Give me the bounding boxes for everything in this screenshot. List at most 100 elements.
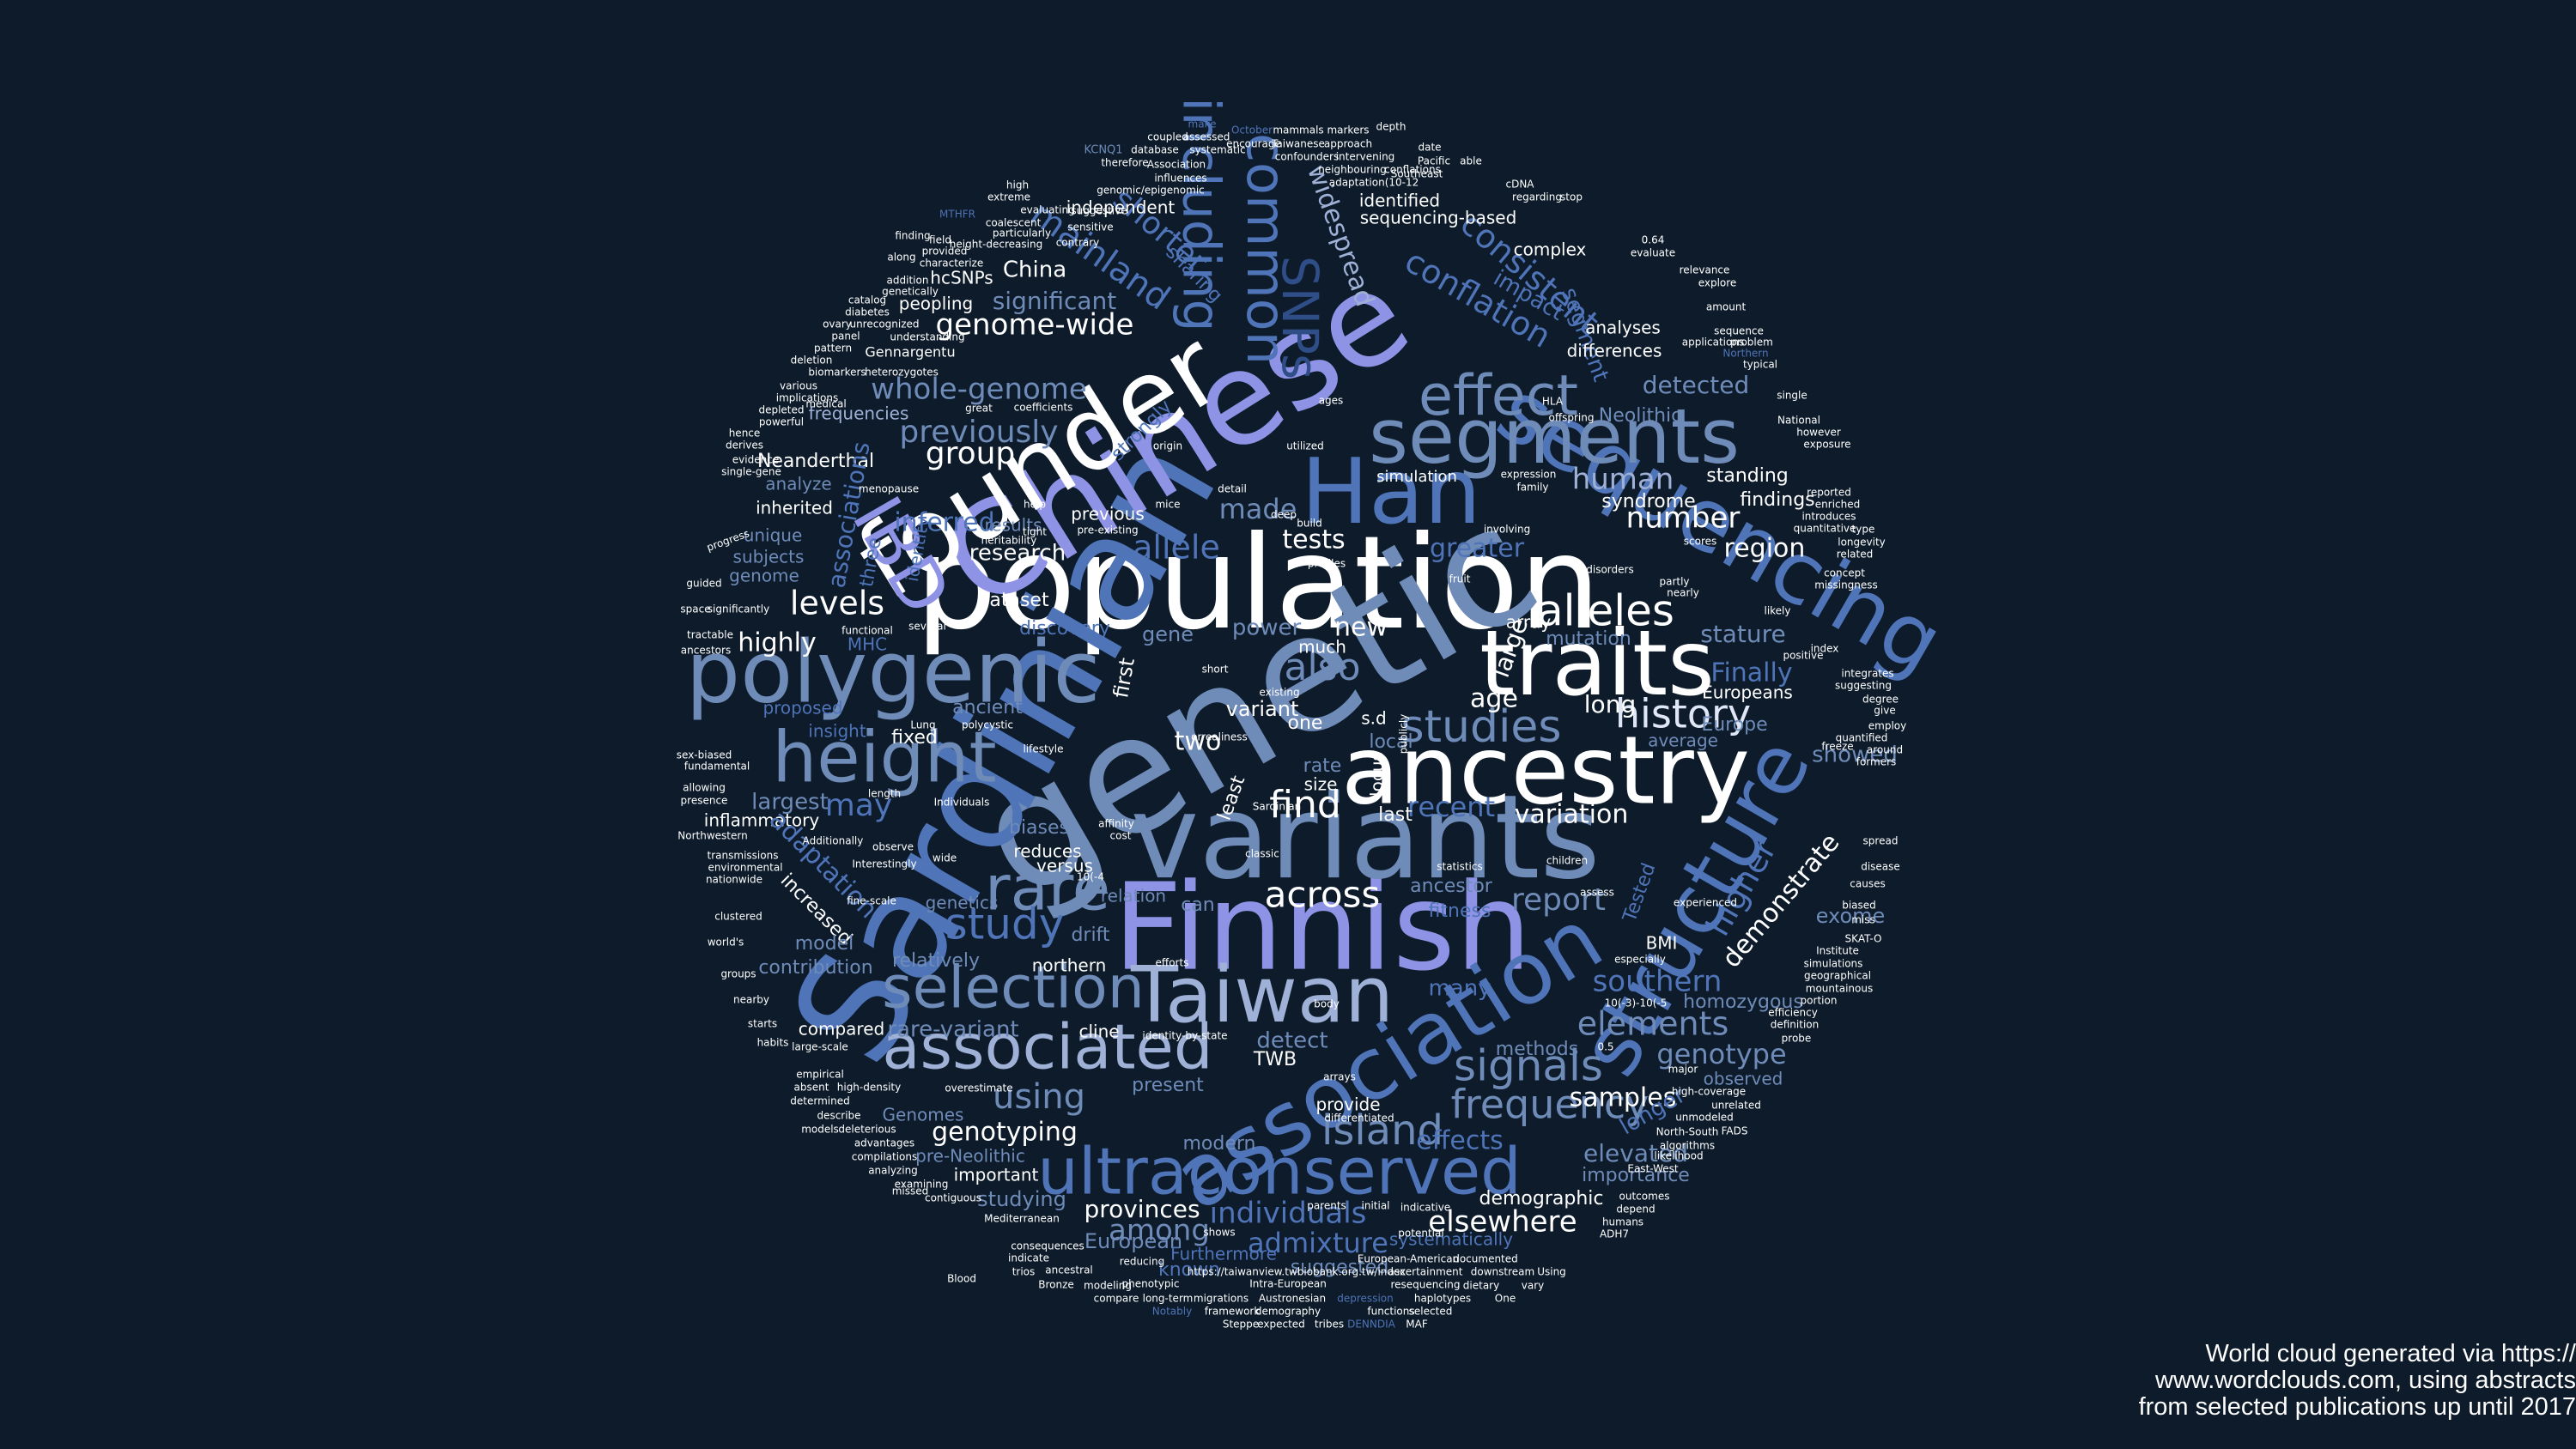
cloud-word: results <box>984 515 1042 536</box>
cloud-word: models <box>801 1124 839 1136</box>
cloud-word: sex-biased <box>677 749 732 761</box>
cloud-word: resequencing <box>1390 1279 1460 1291</box>
cloud-word: sequencing-based <box>1360 208 1517 228</box>
cloud-word: overestimate <box>945 1082 1012 1094</box>
cloud-word: depth <box>1376 121 1406 133</box>
cloud-word: https://taiwanview.twbiobank.org.tw/inde… <box>1188 1266 1406 1278</box>
cloud-word: conflations <box>1384 164 1441 176</box>
cloud-word: phenotypic <box>1122 1278 1180 1290</box>
cloud-word: Furthermore <box>1170 1244 1277 1264</box>
cloud-word: utilized <box>1286 440 1324 452</box>
cloud-word: causes <box>1850 878 1885 890</box>
cloud-word: expression <box>1501 469 1557 481</box>
cloud-word: vary <box>1522 1280 1545 1292</box>
cloud-word: pre-Neolithic <box>915 1146 1025 1167</box>
cloud-word: fruit <box>1449 573 1471 585</box>
cloud-word: northern <box>1032 955 1107 976</box>
cloud-word: publicly <box>1398 714 1410 755</box>
cloud-word: depend <box>1616 1203 1655 1216</box>
cloud-word: genomic/epigenomic <box>1097 185 1205 197</box>
cloud-word: powerful <box>759 416 804 428</box>
cloud-word: size <box>1304 774 1338 795</box>
cloud-word: genotyping <box>932 1118 1078 1148</box>
cloud-word: explore <box>1698 277 1737 289</box>
cloud-word: recent <box>1407 791 1495 823</box>
cloud-word: TWB <box>1253 1049 1297 1070</box>
cloud-word: significantly <box>708 603 769 615</box>
cloud-word: pattern <box>814 343 852 355</box>
cloud-word: lifestyle <box>1023 743 1063 755</box>
cloud-word: nearly <box>1667 587 1699 599</box>
cloud-word: research <box>969 541 1066 567</box>
cloud-word: significant <box>993 287 1117 315</box>
cloud-word: differences <box>1567 341 1662 361</box>
cloud-word: National <box>1777 415 1820 427</box>
cloud-word: individuals <box>1210 1197 1367 1231</box>
cloud-word: power <box>1232 615 1302 641</box>
cloud-word: variation <box>1515 800 1629 830</box>
cloud-word: ultraconserved <box>1037 1134 1521 1210</box>
cloud-word: Europeans <box>1702 682 1793 703</box>
cloud-word: outcomes <box>1619 1191 1670 1203</box>
cloud-word: MTHFR <box>939 209 975 221</box>
cloud-word: inherited <box>756 498 833 518</box>
cloud-word: proposed <box>762 698 842 718</box>
cloud-word: human <box>1572 463 1674 497</box>
cloud-word: two <box>1175 727 1222 757</box>
cloud-word: gene <box>1142 622 1194 646</box>
cloud-word: Southeast <box>1391 168 1443 180</box>
cloud-word: stature <box>1700 620 1786 648</box>
cloud-word: evaluating <box>1020 204 1074 216</box>
cloud-word: major <box>1668 1064 1698 1076</box>
cloud-word: ascertainment <box>1388 1266 1463 1278</box>
cloud-word: Neolithic <box>1599 405 1681 427</box>
cloud-word: therefore <box>1101 157 1148 169</box>
cloud-word: North-South <box>1656 1126 1719 1138</box>
cloud-word: assessed <box>1183 131 1230 143</box>
cloud-word: applications <box>1682 336 1744 349</box>
cloud-word: Genomes <box>883 1105 964 1125</box>
cloud-word: world's <box>708 937 744 949</box>
cloud-word: traits <box>1479 611 1715 716</box>
cloud-word: many <box>1428 976 1491 1002</box>
cloud-word: date <box>1418 142 1441 154</box>
cloud-word: depression <box>1337 1293 1393 1305</box>
cloud-word: region <box>1724 534 1806 564</box>
cloud-word: nationwide <box>706 874 762 886</box>
cloud-word: European <box>1084 1229 1182 1253</box>
cloud-word: influences <box>1154 173 1206 185</box>
cloud-word: population <box>915 509 1601 658</box>
cloud-word: Intra-European <box>1249 1278 1327 1290</box>
cloud-word: common <box>1235 133 1297 365</box>
cloud-word: empirical <box>796 1069 844 1081</box>
credit-line-1: World cloud generated via https:// <box>2205 1340 2576 1367</box>
cloud-word: discovery <box>1019 618 1110 640</box>
cloud-word: ancestry <box>1341 715 1750 825</box>
cloud-word: probe <box>1782 1033 1812 1045</box>
cloud-word: enriched <box>1815 499 1860 511</box>
cloud-word: s.d <box>1361 708 1386 729</box>
cloud-word: Han <box>1301 440 1481 544</box>
cloud-word: biomarkers <box>808 367 866 379</box>
cloud-word: problem <box>1730 336 1773 349</box>
cloud-word: study <box>945 900 1065 949</box>
cloud-word: present <box>1132 1075 1204 1096</box>
cloud-word: local <box>1369 731 1413 753</box>
cloud-word: sequence <box>1714 325 1764 337</box>
cloud-word: tight <box>1023 526 1047 538</box>
cloud-word: whole-genome <box>871 373 1087 407</box>
cloud-word: orrealiness <box>1191 731 1248 743</box>
cloud-word: syndrome <box>1601 491 1695 512</box>
cloud-word: elements <box>1577 1005 1729 1043</box>
cloud-word: missingness <box>1814 579 1878 591</box>
cloud-word: initial <box>1362 1200 1390 1212</box>
cloud-word: provided <box>922 246 968 258</box>
cloud-word: characterize <box>920 258 983 270</box>
cloud-word: spread <box>1863 835 1899 847</box>
cloud-word: parents <box>1307 1200 1346 1212</box>
cloud-word: ancient <box>952 697 1023 718</box>
cloud-word: Sardinian <box>1253 801 1302 813</box>
cloud-word: offspring <box>1549 412 1595 424</box>
cloud-word: disorders <box>1586 564 1633 576</box>
cloud-word: markers <box>1327 124 1369 136</box>
